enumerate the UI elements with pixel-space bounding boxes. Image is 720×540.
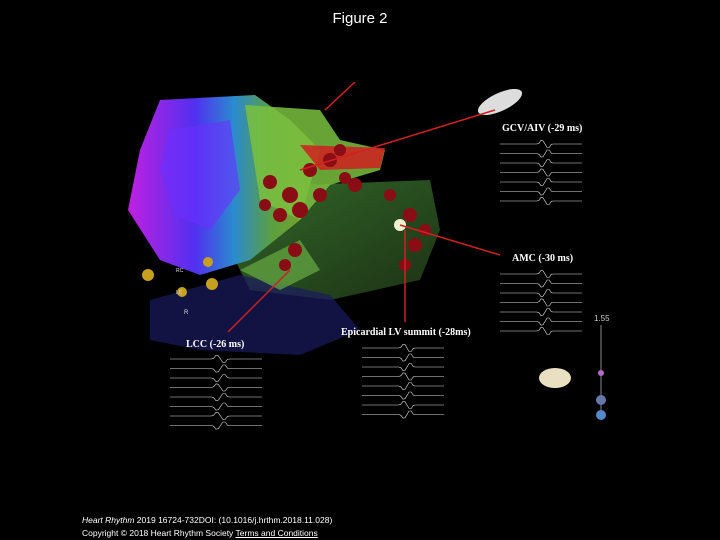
scale-label: 1.55: [594, 314, 610, 323]
ecg-trace: [362, 353, 444, 362]
label-amc: AMC (-30 ms): [512, 253, 573, 264]
ecg-trace: [500, 289, 582, 298]
label-lc: LC: [176, 290, 183, 296]
ecg-trace: [170, 393, 262, 402]
arrows: [227, 81, 501, 333]
reference-balls: [142, 257, 218, 297]
orientation-heart: [539, 368, 571, 388]
ecg-trace: [500, 308, 582, 317]
ecg-trace: [500, 178, 582, 187]
copyright-line: Copyright © 2018 Heart Rhythm Society Te…: [82, 527, 332, 540]
ecg-trace: [362, 400, 444, 409]
ecg-trace: [500, 139, 582, 148]
journal: Heart Rhythm: [82, 515, 135, 525]
ecg-trace: [500, 187, 582, 196]
citation-line: Heart Rhythm 2019 16724-732DOI: (10.1016…: [82, 514, 332, 527]
label-rc: RC: [176, 268, 184, 274]
ecg-trace: [500, 326, 582, 335]
ecg-trace: [500, 317, 582, 326]
ecg-trace: [500, 279, 582, 288]
ecg-trace: [500, 196, 582, 205]
ecg-trace: [500, 298, 582, 307]
view-disc: [477, 88, 523, 116]
ecg-trace: [362, 343, 444, 352]
ecg-trace: [170, 364, 262, 373]
ecg-trace: [500, 149, 582, 158]
ecg-trace: [170, 383, 262, 392]
ecg-trace: [170, 354, 262, 363]
label-r: R: [184, 310, 189, 316]
heart-model: [128, 95, 440, 355]
ecg-trace: [362, 410, 444, 419]
ecg-trace: [500, 168, 582, 177]
ecg-trace: [170, 411, 262, 420]
label-summit: Epicardial LV summit (-28ms): [341, 327, 471, 338]
label-lcc: LCC (-26 ms): [186, 339, 244, 350]
ecg-trace: [170, 402, 262, 411]
ecg-trace: [170, 374, 262, 383]
copyright: Copyright © 2018 Heart Rhythm Society: [82, 528, 234, 538]
ecg-trace: [170, 421, 262, 430]
ecg-trace: [362, 372, 444, 381]
terms-link[interactable]: Terms and Conditions: [235, 528, 318, 538]
label-gcv: GCV/AIV (-29 ms): [502, 123, 582, 134]
figure-title: Figure 2: [332, 10, 388, 27]
ecg-trace: [362, 363, 444, 372]
ecg-trace: [500, 159, 582, 168]
ecg-traces: [170, 139, 582, 430]
ecg-trace: [500, 269, 582, 278]
scale-bar: [596, 325, 606, 420]
ecg-trace: [362, 382, 444, 391]
ecg-trace: [362, 391, 444, 400]
footer: Heart Rhythm 2019 16724-732DOI: (10.1016…: [82, 514, 332, 540]
citation: 2019 16724-732DOI: (10.1016/j.hrthm.2018…: [134, 515, 333, 525]
